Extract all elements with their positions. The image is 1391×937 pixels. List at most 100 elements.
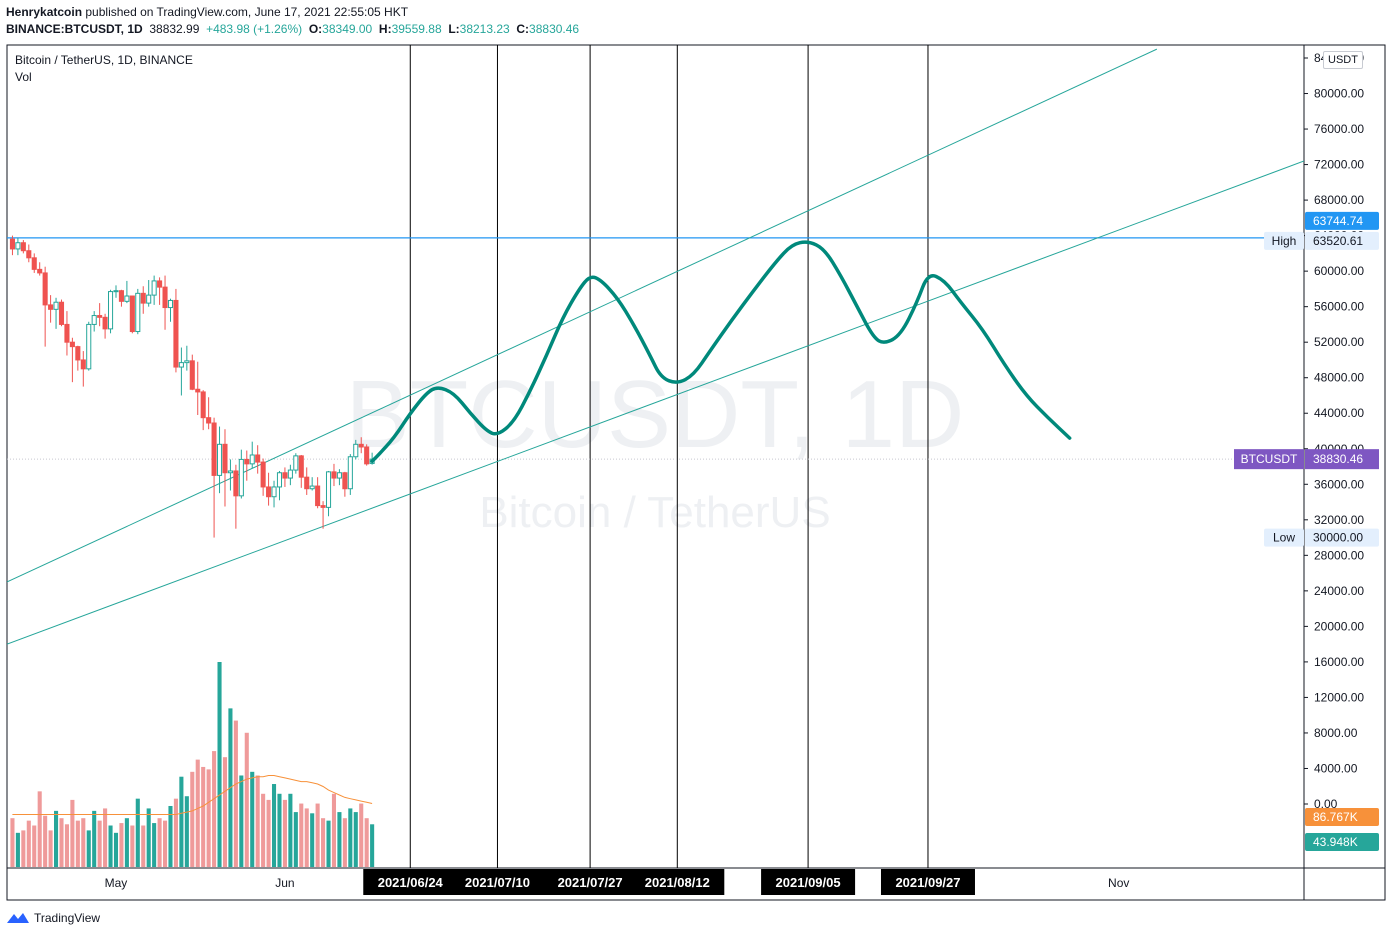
candle-body: [238, 458, 244, 497]
candle-body: [266, 486, 272, 498]
price-change: +483.98 (+1.26%): [206, 22, 303, 36]
candle-body: [129, 295, 135, 333]
volume-bar: [70, 799, 75, 867]
volume-bar: [141, 825, 146, 867]
projection-drawing[interactable]: [370, 240, 1072, 463]
volume-bar: [152, 823, 157, 867]
volume-bar: [135, 798, 140, 867]
chart-legend: Bitcoin / TetherUS, 1D, BINANCE Vol: [15, 53, 193, 87]
candle-body: [336, 472, 342, 479]
low-label: L:: [448, 22, 460, 36]
price-tick-label: 32000.00: [1314, 513, 1364, 527]
currency-units-button[interactable]: USDT: [1323, 51, 1363, 69]
candle-body: [102, 316, 108, 330]
volume-bar: [130, 825, 135, 867]
high-low-value-box: [1305, 528, 1379, 547]
last-price-tag-box: [1305, 449, 1379, 470]
date-marker-box: [630, 869, 725, 895]
date-marker-box: [761, 869, 856, 895]
price-tick-label: 56000.00: [1314, 300, 1364, 314]
volume-bar: [233, 720, 238, 867]
low-value: 38213.23: [459, 22, 510, 36]
high-low-value: 30000.00: [1313, 531, 1363, 545]
symbol-label: BINANCE:BTCUSDT, 1D: [6, 22, 143, 36]
high-line-tag-value: 63744.74: [1313, 214, 1363, 228]
high-low-value-box: [1305, 231, 1379, 250]
volume-bar: [310, 813, 315, 867]
vertical-markers: [409, 45, 929, 868]
volume-bar: [255, 775, 260, 867]
volume-bar: [239, 775, 244, 867]
price-tick-label: 16000.00: [1314, 655, 1364, 669]
legend-title[interactable]: Bitcoin / TetherUS, 1D, BINANCE: [15, 53, 193, 67]
volume-bar: [271, 784, 277, 867]
price-axis[interactable]: 0.00 4000.00 8000.00 12000.00 16000.00 20000.…: [1304, 51, 1364, 811]
candle-body: [276, 472, 283, 488]
volume-bar: [348, 808, 353, 867]
volume-bar: [370, 824, 375, 867]
candle-body: [75, 346, 81, 361]
candle-body: [189, 360, 195, 390]
time-tick-label: May: [105, 876, 128, 890]
candle-body: [9, 238, 15, 250]
volume-bar: [54, 810, 59, 867]
author-name[interactable]: Henrykatcoin: [6, 5, 83, 19]
volume-bar: [75, 820, 80, 867]
volume-bar: [364, 818, 369, 867]
volume-bar: [206, 769, 211, 867]
volume-bar: [21, 830, 26, 867]
volume-bar: [59, 818, 64, 867]
time-tick-label: Nov: [1108, 876, 1129, 890]
volume-bar: [326, 820, 331, 867]
candle-body: [178, 362, 184, 368]
price-tick-label: 28000.00: [1314, 548, 1364, 562]
trend-lines[interactable]: [7, 48, 1304, 645]
candle-body: [31, 257, 37, 270]
volume-bar: [48, 830, 53, 867]
ohlc-line: BINANCE:BTCUSDT, 1D 38832.99 +483.98 (+1…: [6, 22, 579, 36]
volume-bar: [119, 823, 124, 867]
publish-date: published on TradingView.com, June 17, 2…: [85, 5, 409, 19]
watermark-symbol: BTCUSDT, 1D: [346, 361, 965, 468]
open-label: O:: [308, 22, 323, 36]
close-value: 38830.46: [529, 22, 580, 36]
volume-bar: [173, 798, 178, 867]
candle-body: [58, 301, 65, 325]
candle-body: [347, 456, 353, 490]
candle-body: [146, 294, 152, 304]
time-axis[interactable]: May Jun Nov 2021/06/24 2021/07/10 2021/07/27 2…: [105, 869, 1130, 895]
candle-body: [20, 242, 26, 252]
projection-path: [370, 240, 1072, 463]
footer-brand[interactable]: TradingView: [6, 911, 100, 925]
price-tick-label: 76000.00: [1314, 122, 1364, 136]
volume-bar: [217, 662, 222, 867]
price-tick-label: 72000.00: [1314, 158, 1364, 172]
candle-body: [15, 242, 21, 250]
candle-body: [298, 455, 304, 478]
candle-body: [222, 443, 228, 474]
candle-body: [325, 471, 332, 508]
volume-bar: [293, 812, 298, 867]
legend-volume[interactable]: Vol: [15, 70, 32, 84]
volume-bar: [321, 818, 326, 867]
date-marker-box: [363, 869, 458, 895]
volume-bar: [10, 818, 15, 867]
candle-body: [320, 505, 326, 508]
price-tick-label: 20000.00: [1314, 619, 1364, 633]
volume-bar: [108, 825, 113, 867]
volume-bar: [26, 820, 31, 867]
volume-tag-value: 86.767K: [1313, 810, 1358, 824]
candle-body: [287, 469, 293, 479]
candle-body: [216, 443, 223, 476]
price-tick-label: 60000.00: [1314, 264, 1364, 278]
volume-bar: [86, 830, 91, 867]
high-line-tag-box: [1305, 211, 1379, 230]
time-tick-label: Jun: [275, 876, 294, 890]
volume-bar: [92, 810, 97, 867]
candles: [9, 235, 375, 538]
candle-body: [315, 485, 321, 507]
date-marker-label: 2021/09/27: [895, 875, 960, 890]
volume-bar: [331, 793, 337, 867]
volume-bar: [342, 818, 347, 867]
